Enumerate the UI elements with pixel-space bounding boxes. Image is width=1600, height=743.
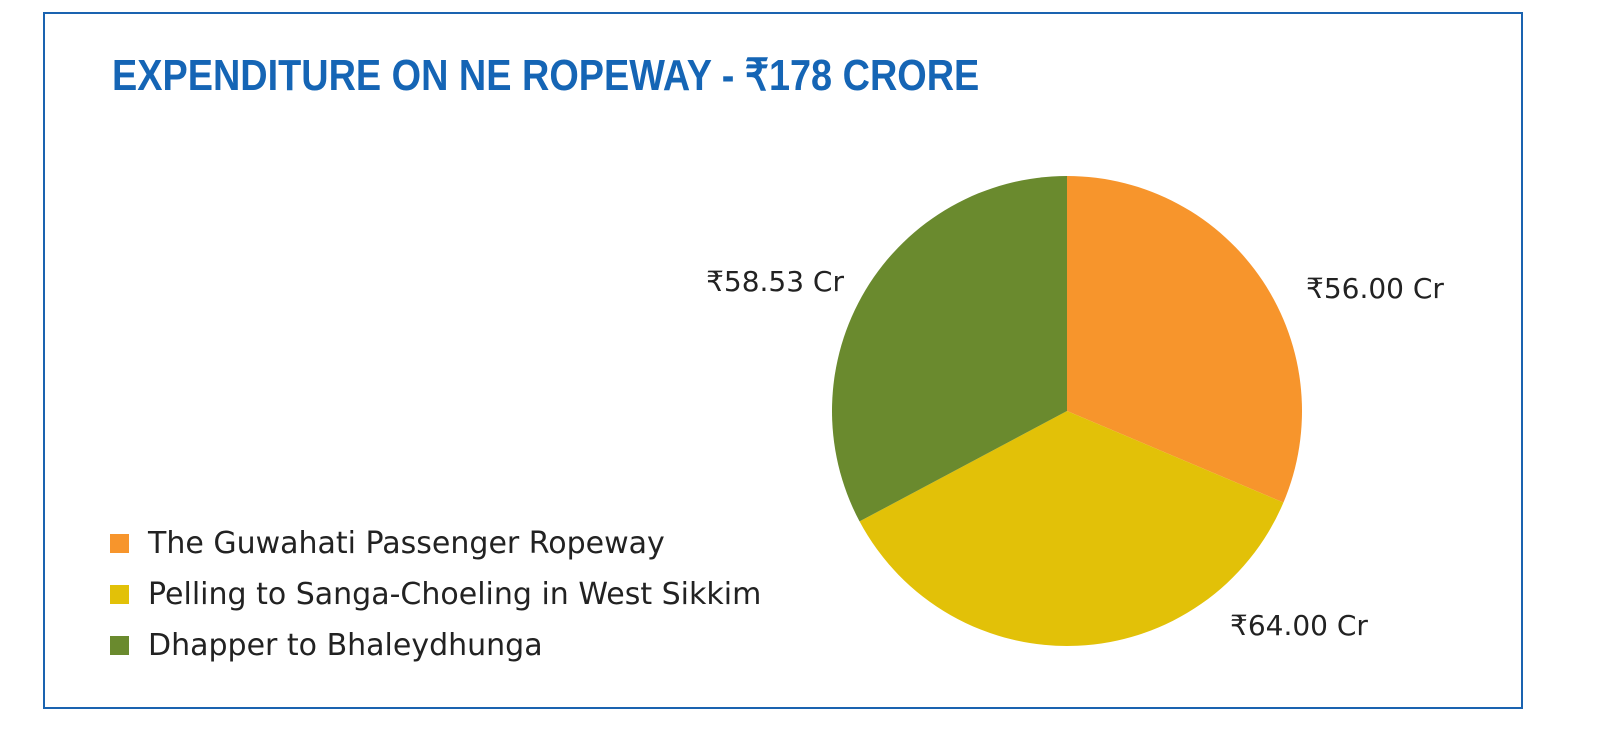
legend-item-guwahati: The Guwahati Passenger Ropeway [110,518,761,569]
pie-slice-3 [832,176,1067,522]
legend-item-dhapper: Dhapper to Bhaleydhunga [110,620,761,671]
slice-data-label-2: ₹64.00 Cr [1230,609,1368,642]
chart-frame [43,12,1523,709]
pie-slice-2 [859,411,1284,646]
legend: The Guwahati Passenger Ropeway Pelling t… [110,518,761,671]
pie-labels: ₹56.00 Cr ₹64.00 Cr ₹58.53 Cr [706,265,1444,642]
chart-title: EXPENDITURE ON NE ROPEWAY - ₹178 CRORE [112,51,980,100]
legend-label: Dhapper to Bhaleydhunga [148,628,543,663]
legend-label: Pelling to Sanga-Choeling in West Sikkim [148,577,762,612]
pie-slice-1 [1067,176,1302,503]
legend-item-pelling: Pelling to Sanga-Choeling in West Sikkim [110,569,761,620]
legend-swatch [110,534,129,553]
legend-label: The Guwahati Passenger Ropeway [148,526,665,561]
pie-slices [832,176,1302,646]
legend-swatch [110,585,129,604]
slice-data-label-3: ₹58.53 Cr [706,265,844,298]
slice-data-label-1: ₹56.00 Cr [1306,272,1444,305]
legend-swatch [110,636,129,655]
